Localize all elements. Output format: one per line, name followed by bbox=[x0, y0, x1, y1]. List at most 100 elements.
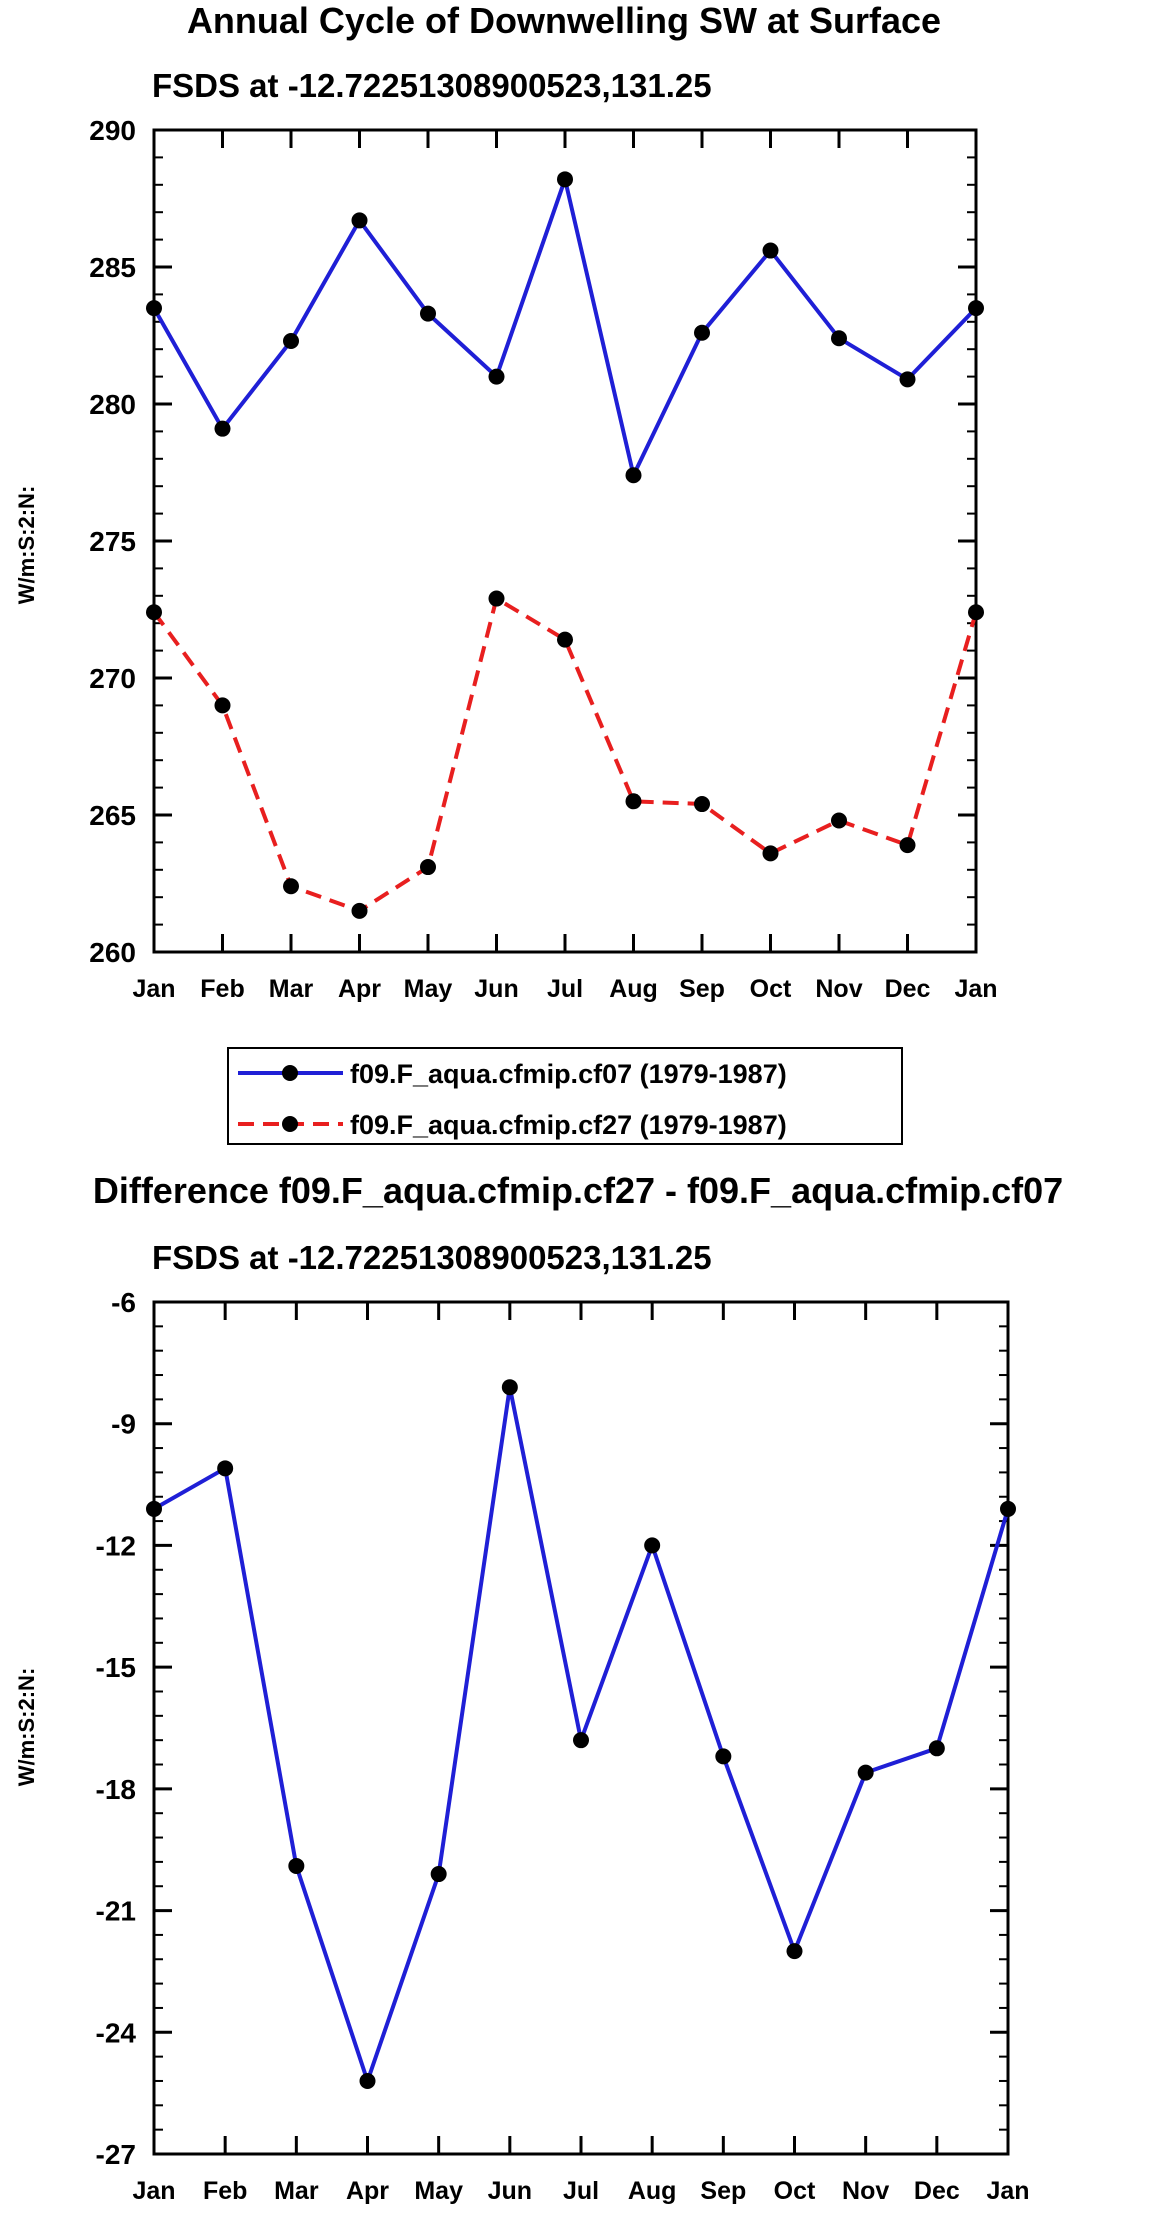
data-point-series-1 bbox=[283, 878, 299, 895]
bottom-series-points bbox=[146, 1379, 1016, 2089]
legend-entry-cf27: f09.F_aqua.cfmip.cf27 (1979-1987) bbox=[238, 1110, 787, 1140]
data-point-series-0 bbox=[557, 171, 573, 188]
y-tick-label: 265 bbox=[89, 800, 136, 831]
y-tick-label: 275 bbox=[89, 526, 136, 557]
series-line-0 bbox=[152, 177, 978, 478]
top-chart-ylabel: W/m:S:2:N: bbox=[14, 486, 39, 605]
y-tick-label: -18 bbox=[96, 1774, 136, 1805]
data-point-series-1 bbox=[146, 604, 162, 621]
x-tick-label: Dec bbox=[914, 2177, 960, 2205]
x-tick-label: May bbox=[414, 2177, 463, 2205]
data-point-series-0 bbox=[146, 300, 162, 317]
data-point-series-1 bbox=[831, 812, 847, 829]
x-tick-label: Jun bbox=[488, 2177, 532, 2205]
bottom-chart-title: Difference f09.F_aqua.cfmip.cf27 - f09.F… bbox=[93, 1170, 1063, 1211]
data-point-series-0 bbox=[1000, 1500, 1016, 1517]
legend-marker-cf07 bbox=[282, 1065, 298, 1081]
top-chart-title: Annual Cycle of Downwelling SW at Surfac… bbox=[187, 0, 941, 41]
y-tick-label: -6 bbox=[111, 1287, 136, 1318]
y-tick-label: -9 bbox=[111, 1409, 136, 1440]
data-point-series-0 bbox=[857, 1764, 874, 1781]
data-point-series-0 bbox=[359, 2072, 376, 2089]
data-point-series-0 bbox=[214, 420, 231, 437]
data-point-series-0 bbox=[351, 212, 368, 229]
data-point-series-0 bbox=[625, 467, 642, 484]
x-tick-label: Jul bbox=[563, 2177, 599, 2205]
x-tick-label: Dec bbox=[885, 975, 931, 1003]
data-point-series-1 bbox=[625, 793, 642, 810]
data-point-series-0 bbox=[694, 324, 710, 341]
bottom-tick-labels: -27 -24 -21 -18 -15 -12 -9 -6 Jan Feb Mar Apr May Jun… bbox=[96, 1287, 1030, 2205]
top-tick-labels: 260 265 270 275 280 285 290 Jan Feb Mar Apr May Jun J… bbox=[89, 115, 997, 1003]
y-tick-label: -12 bbox=[96, 1530, 136, 1561]
data-point-series-0 bbox=[831, 330, 847, 347]
y-tick-label: 290 bbox=[89, 115, 136, 146]
x-tick-label: Jan bbox=[132, 975, 175, 1003]
x-tick-label: Jul bbox=[547, 975, 583, 1003]
x-tick-label: Jan bbox=[132, 2177, 175, 2205]
data-point-series-0 bbox=[762, 242, 779, 259]
data-point-series-0 bbox=[644, 1537, 661, 1554]
y-tick-label: -27 bbox=[96, 2139, 136, 2170]
x-tick-label: Nov bbox=[815, 975, 862, 1003]
bottom-chart-subtitle: FSDS at -12.72251308900523,131.25 bbox=[152, 1239, 712, 1276]
x-tick-label: Oct bbox=[774, 2177, 816, 2205]
legend-entry-cf07: f09.F_aqua.cfmip.cf07 (1979-1987) bbox=[238, 1059, 787, 1089]
x-tick-label: Sep bbox=[679, 975, 725, 1003]
data-point-series-0 bbox=[283, 332, 299, 349]
data-point-series-0 bbox=[488, 368, 505, 385]
legend-label-cf07: f09.F_aqua.cfmip.cf07 (1979-1987) bbox=[350, 1059, 787, 1089]
legend-marker-cf27 bbox=[282, 1116, 298, 1132]
data-point-series-0 bbox=[968, 300, 984, 317]
data-point-series-0 bbox=[928, 1740, 945, 1757]
legend-label-cf27: f09.F_aqua.cfmip.cf27 (1979-1987) bbox=[350, 1110, 787, 1140]
top-axis-ticks bbox=[152, 128, 978, 954]
x-tick-label: Feb bbox=[203, 2177, 247, 2205]
data-point-series-1 bbox=[557, 631, 573, 648]
x-tick-label: Nov bbox=[842, 2177, 889, 2205]
data-point-series-1 bbox=[899, 837, 916, 854]
data-point-series-1 bbox=[351, 902, 368, 919]
x-tick-label: Aug bbox=[609, 975, 658, 1003]
top-plot-frame bbox=[152, 128, 978, 954]
data-point-series-1 bbox=[968, 604, 984, 621]
y-tick-label: -21 bbox=[96, 1896, 136, 1927]
x-tick-label: Mar bbox=[274, 2177, 319, 2205]
top-series-lines bbox=[152, 177, 978, 913]
x-tick-label: Mar bbox=[269, 975, 314, 1003]
data-point-series-0 bbox=[288, 1857, 305, 1874]
x-tick-label: Oct bbox=[750, 975, 792, 1003]
x-tick-label: Apr bbox=[338, 975, 381, 1003]
x-tick-label: May bbox=[404, 975, 453, 1003]
y-tick-label: -24 bbox=[96, 2017, 137, 2048]
top-chart-subtitle: FSDS at -12.72251308900523,131.25 bbox=[152, 67, 712, 104]
y-tick-label: 260 bbox=[89, 937, 136, 968]
data-point-series-1 bbox=[214, 697, 231, 714]
bottom-chart-ylabel: W/m:S:2:N: bbox=[14, 1668, 39, 1787]
data-point-series-0 bbox=[501, 1379, 518, 1396]
top-series-points bbox=[146, 171, 984, 919]
bottom-axis-ticks bbox=[152, 1300, 1010, 2156]
data-point-series-0 bbox=[420, 305, 436, 322]
y-tick-label: 270 bbox=[89, 663, 136, 694]
x-tick-label: Jan bbox=[986, 2177, 1029, 2205]
x-tick-label: Jun bbox=[474, 975, 518, 1003]
x-tick-label: Apr bbox=[346, 2177, 389, 2205]
data-point-series-0 bbox=[786, 1943, 803, 1960]
bottom-plot-frame bbox=[152, 1300, 1010, 2156]
y-tick-label: -15 bbox=[96, 1652, 136, 1683]
x-tick-label: Feb bbox=[200, 975, 244, 1003]
x-tick-label: Jan bbox=[954, 975, 997, 1003]
data-point-series-0 bbox=[146, 1500, 162, 1517]
data-point-series-1 bbox=[488, 590, 505, 607]
y-tick-label: 285 bbox=[89, 252, 136, 283]
x-tick-label: Aug bbox=[628, 2177, 677, 2205]
data-point-series-0 bbox=[573, 1732, 589, 1749]
data-point-series-1 bbox=[762, 845, 779, 862]
y-tick-label: 280 bbox=[89, 389, 136, 420]
data-point-series-1 bbox=[420, 859, 436, 876]
data-point-series-0 bbox=[430, 1866, 447, 1883]
x-tick-label: Sep bbox=[700, 2177, 746, 2205]
data-point-series-0 bbox=[715, 1748, 732, 1765]
